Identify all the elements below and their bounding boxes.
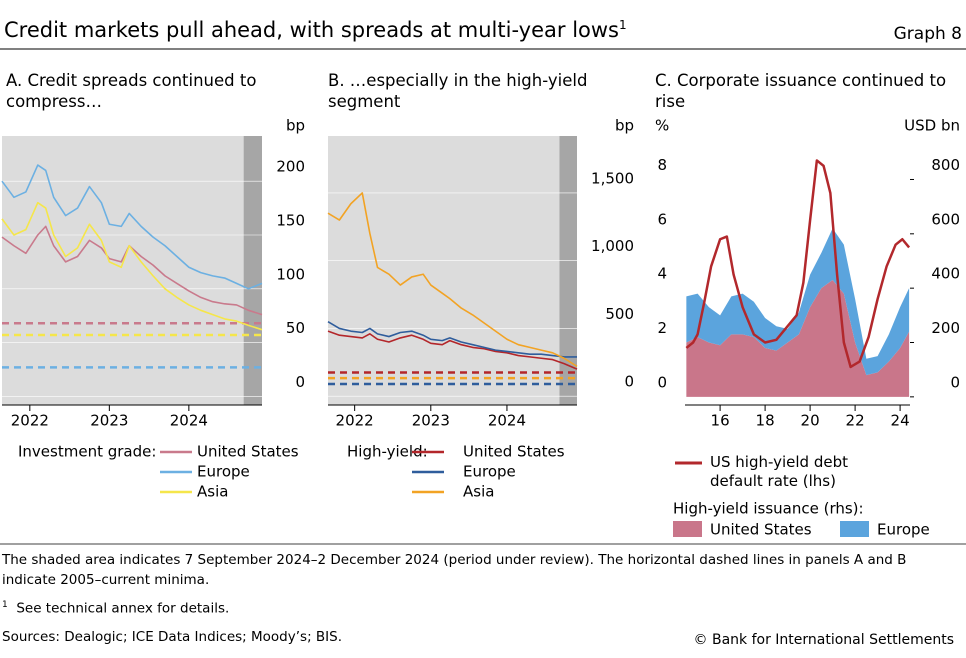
graph-label: Graph 8	[893, 24, 962, 44]
line	[327, 192, 578, 368]
panel-title: A. Credit spreads continued to compress…	[6, 71, 257, 111]
y-unit: bp	[615, 117, 634, 135]
legend-swatch	[673, 521, 702, 537]
legend-label: United States	[463, 443, 565, 461]
y2-tick-label: 800	[931, 156, 960, 174]
shaded-period	[559, 136, 577, 405]
line	[327, 320, 577, 358]
shaded-period	[243, 136, 262, 405]
x-tick-label: 18	[756, 412, 775, 430]
x-tick-label: 2023	[412, 412, 450, 430]
legend-label: United States	[710, 521, 812, 539]
y-tick-label: 0	[624, 373, 634, 391]
copyright: © Bank for International Settlements	[693, 632, 954, 648]
line	[327, 330, 578, 370]
panel-title: B. …especially in the high-yield segment	[328, 71, 588, 111]
plot-area	[328, 136, 577, 405]
y-unit: %	[655, 117, 669, 135]
panel-title: C. Corporate issuance continued to rise	[655, 71, 947, 111]
y-tick-label: 8	[657, 156, 667, 174]
title-wrap: Credit markets pull ahead, with spreads …	[4, 18, 627, 42]
y-tick-label: 6	[657, 210, 667, 228]
line	[1, 164, 263, 290]
legend-swatch	[840, 521, 869, 537]
chart-title: Credit markets pull ahead, with spreads …	[4, 18, 619, 42]
area	[686, 228, 910, 376]
y-tick-label: 0	[657, 373, 667, 391]
y2-tick-label: 400	[931, 265, 960, 283]
y-unit: bp	[286, 117, 305, 135]
sources: Sources: Dealogic; ICE Data Indices; Moo…	[2, 629, 343, 645]
line	[1, 201, 263, 331]
y-tick-label: 50	[286, 319, 305, 337]
line	[685, 159, 911, 369]
y2-tick-label: 600	[931, 210, 960, 228]
x-tick-label: 2023	[90, 412, 128, 430]
line	[1, 225, 263, 316]
legend-title: Investment grade:	[18, 443, 156, 461]
footnote-text: See technical annex for details.	[16, 600, 230, 617]
x-tick-label: 16	[711, 412, 730, 430]
x-tick-label: 2024	[170, 412, 208, 430]
y-tick-label: 0	[295, 373, 305, 391]
x-tick-label: 2022	[336, 412, 374, 430]
footnote-mark: 1	[2, 600, 8, 610]
y2-unit: USD bn	[904, 117, 960, 135]
y2-tick-label: 200	[931, 319, 960, 337]
legend-label: United States	[197, 443, 299, 461]
x-tick-label: 2022	[11, 412, 49, 430]
y-tick-label: 2	[657, 319, 667, 337]
legend-label: Asia	[463, 483, 494, 501]
x-tick-label: 2024	[488, 412, 526, 430]
y-tick-label: 4	[657, 265, 667, 283]
y-tick-label: 500	[605, 305, 634, 323]
plot-area	[2, 136, 262, 405]
y-tick-label: 100	[276, 265, 305, 283]
legend-label: Europe	[463, 463, 516, 481]
legend-label: Asia	[197, 483, 228, 501]
x-tick-label: 20	[801, 412, 820, 430]
area	[686, 280, 910, 397]
x-tick-label: 22	[846, 412, 865, 430]
y-tick-label: 150	[276, 211, 305, 229]
note: The shaded area indicates 7 September 20…	[2, 552, 907, 588]
legend-label: Europe	[197, 463, 250, 481]
footnote: 1 See technical annex for details.	[2, 600, 229, 617]
y-tick-label: 1,500	[591, 169, 634, 187]
legend-label: Europe	[877, 521, 930, 539]
title-note: 1	[619, 18, 627, 32]
x-tick-label: 24	[891, 412, 910, 430]
legend-title: High-yield issuance (rhs):	[673, 500, 864, 518]
legend-label: US high-yield debt default rate (lhs)	[710, 453, 849, 490]
y-tick-label: 200	[276, 158, 305, 176]
y2-tick-label: 0	[950, 373, 960, 391]
y-tick-label: 1,000	[591, 237, 634, 255]
legend-title: High-yield:	[347, 443, 428, 461]
